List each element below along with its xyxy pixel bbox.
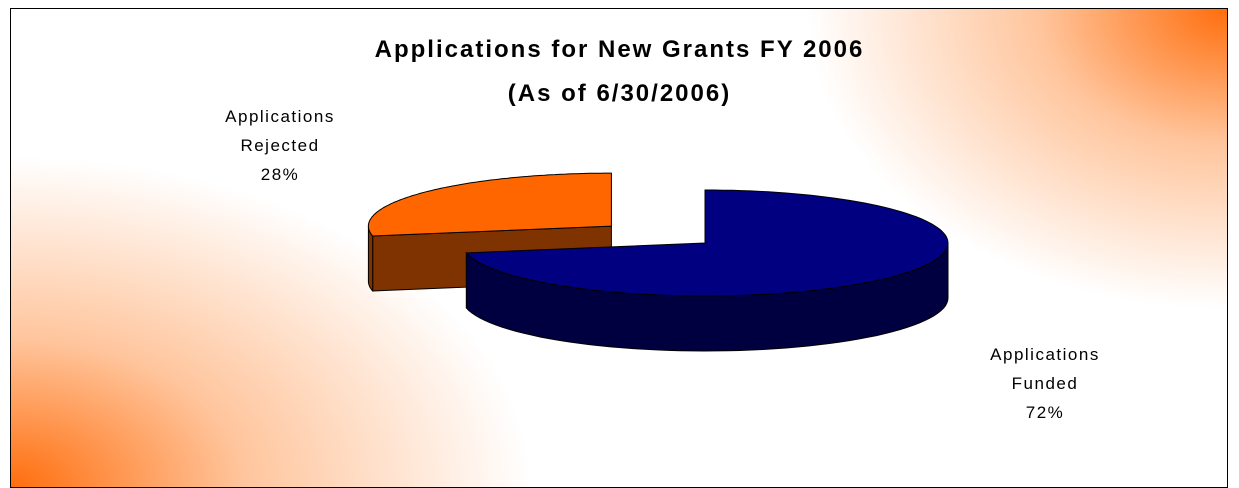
slice-label-name: Applications Rejected [225, 107, 335, 155]
chart-title: Applications for New Grants FY 2006 [374, 36, 865, 63]
slice-top [367, 172, 612, 237]
slice-label-name: Applications Funded [990, 345, 1100, 393]
slice-top [465, 189, 949, 297]
chart-subtitle: (As of 6/30/2006) [507, 80, 732, 107]
slice-label-value: 28% [260, 165, 300, 184]
slice-label-value: 72% [1025, 403, 1065, 422]
